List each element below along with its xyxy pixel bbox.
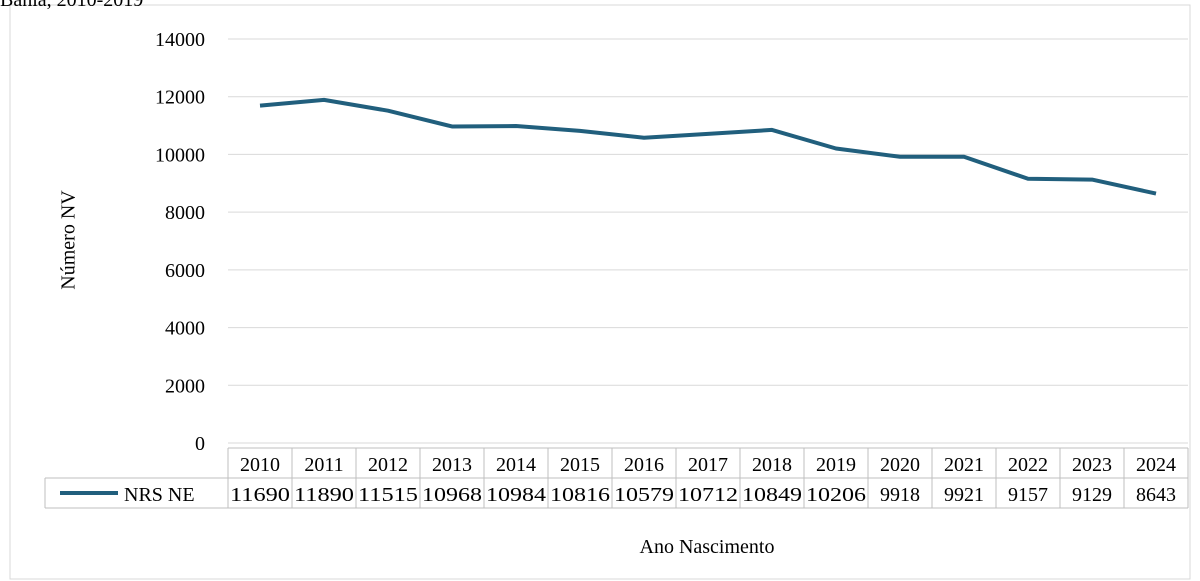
table-value: 9918 [880,484,920,506]
x-tick-label: 2015 [560,454,600,476]
x-tick-label: 2019 [816,454,856,476]
y-tick-label: 14000 [155,29,205,51]
x-tick-label: 2014 [496,454,536,476]
table-value: 11690 [230,484,290,506]
y-tick-label: 12000 [155,87,205,109]
table-value: 11515 [358,484,418,506]
x-tick-label: 2020 [880,454,920,476]
table-value: 10206 [806,484,866,506]
y-tick-label: 10000 [155,144,205,166]
table-value: 10579 [614,484,674,506]
x-tick-label: 2012 [368,454,408,476]
x-tick-label: 2022 [1008,454,1048,476]
x-tick-label: 2013 [432,454,472,476]
x-tick-label: 2023 [1072,454,1112,476]
x-tick-label: 2021 [944,454,984,476]
x-tick-label: 2016 [624,454,664,476]
x-tick-label: 2017 [688,454,728,476]
table-value: 9129 [1072,484,1112,506]
data-line [259,97,1157,196]
chart-border [9,4,1191,580]
y-tick-label: 2000 [165,375,205,397]
table-value: 10816 [550,484,610,506]
table-value: 8643 [1136,484,1176,506]
table-value: 9157 [1008,484,1048,506]
y-tick-label: 8000 [165,202,205,224]
table-value: 10968 [422,484,482,506]
table-value: 10849 [742,484,802,506]
x-tick-label: 2024 [1136,454,1176,476]
table-value: 10712 [678,484,738,506]
table-value: 10984 [486,484,546,506]
chart-title: Bahia, 2010-2019 [0,0,143,11]
table-value: 9921 [944,484,984,506]
y-tick-label: 0 [195,433,205,455]
y-tick-label: 6000 [165,260,205,282]
x-tick-label: 2010 [240,454,280,476]
x-axis-label: Ano Nascimento [640,536,775,558]
x-tick-label: 2018 [752,454,792,476]
y-axis-label: Número NV [58,190,80,290]
legend-label: NRS NE [124,484,195,506]
x-tick-label: 2011 [304,454,343,476]
table-value: 11890 [294,484,354,506]
y-tick-label: 4000 [165,318,205,340]
